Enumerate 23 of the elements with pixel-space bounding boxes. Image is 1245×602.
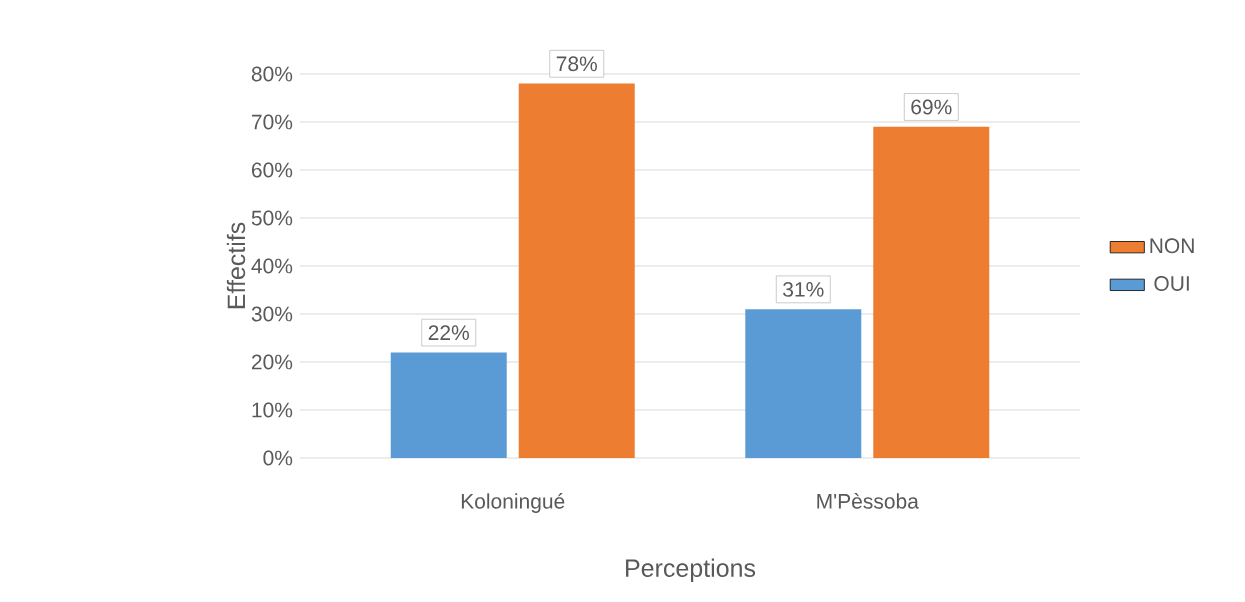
- data-label: 31%: [783, 281, 824, 297]
- y-tick-label: 20%: [251, 354, 293, 370]
- y-tick-label: 10%: [252, 402, 293, 418]
- bar: [873, 126, 990, 458]
- y-tick-label: 60%: [251, 162, 293, 178]
- data-label: 78%: [556, 56, 597, 72]
- bar: [390, 352, 507, 458]
- y-tick-label: 50%: [251, 210, 293, 226]
- data-label: 69%: [911, 99, 952, 115]
- legend-label: OUI: [1154, 276, 1189, 291]
- data-label: 22%: [428, 325, 469, 341]
- legend-label: NON: [1150, 238, 1194, 254]
- x-axis-title: Perceptions: [626, 558, 756, 582]
- y-tick-label: 30%: [251, 306, 293, 322]
- y-tick-label: 70%: [251, 114, 293, 130]
- bar: [518, 83, 635, 458]
- y-tick-label: 0%: [263, 450, 293, 466]
- y-tick-label: 80%: [251, 66, 293, 82]
- x-tick-label: Koloningué: [461, 493, 565, 513]
- x-tick-label: M'Pèssoba: [817, 493, 919, 509]
- y-tick-label: 40%: [251, 258, 293, 274]
- y-axis-title: Effectifs: [226, 222, 246, 309]
- bar: [745, 309, 862, 458]
